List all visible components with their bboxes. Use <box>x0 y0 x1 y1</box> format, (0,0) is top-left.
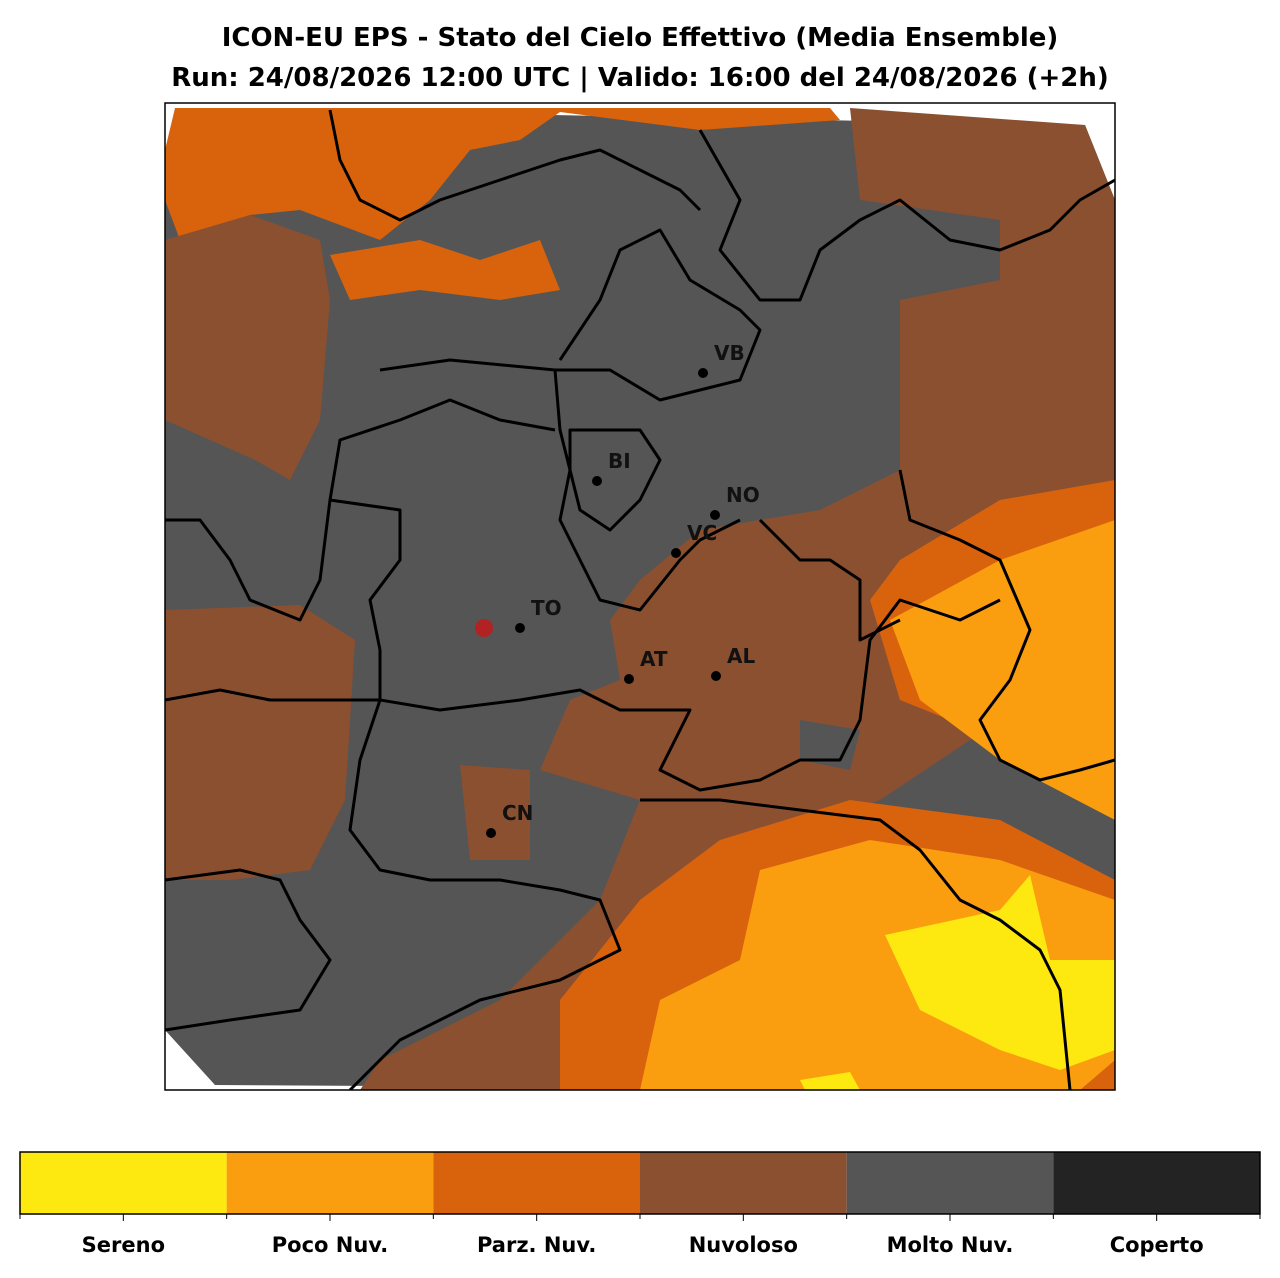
city-label: BI <box>608 449 631 473</box>
city-label: CN <box>502 801 533 825</box>
legend-label: Poco Nuv. <box>272 1233 388 1257</box>
city-label: AT <box>640 647 668 671</box>
cloud-area <box>330 240 560 300</box>
region-border <box>379 358 741 612</box>
city-dot <box>671 548 681 558</box>
map <box>165 108 1115 1090</box>
city-dot <box>624 674 634 684</box>
legend-label: Parz. Nuv. <box>477 1233 596 1257</box>
region-border <box>698 129 1115 302</box>
cloud-area <box>800 720 860 770</box>
subtitle: Run: 24/08/2026 12:00 UTC | Valido: 16:0… <box>171 63 1109 93</box>
city-dot <box>592 476 602 486</box>
cities: VB BI NO VC TO AT AL CN <box>486 341 760 838</box>
map-frame <box>164 102 1116 1091</box>
cloud-area <box>890 520 1115 820</box>
cloud-area <box>360 108 1115 1090</box>
cloud-area <box>165 215 330 480</box>
region-border <box>328 109 702 222</box>
location-marker <box>475 619 493 637</box>
city-label: VB <box>714 341 745 365</box>
cloud-area <box>800 1072 860 1090</box>
cloud-area <box>885 875 1115 1070</box>
title: ICON-EU EPS - Stato del Cielo Effettivo … <box>222 23 1059 53</box>
cloud-area <box>165 108 840 240</box>
legend-frame <box>19 1151 1261 1215</box>
region-border <box>329 498 622 1090</box>
cloud-area <box>165 605 355 880</box>
legend-swatch <box>433 1152 640 1214</box>
legend-swatch <box>1053 1152 1260 1214</box>
legend-label: Coperto <box>1110 1233 1204 1257</box>
city-dot <box>711 671 721 681</box>
region-border <box>379 598 1001 792</box>
legend-label: Molto Nuv. <box>887 1233 1014 1257</box>
city-dot <box>698 368 708 378</box>
city-dot <box>515 623 525 633</box>
legend-swatch <box>226 1152 434 1214</box>
region-border <box>555 228 762 402</box>
region-border <box>640 798 1072 1090</box>
city-label: TO <box>531 596 562 620</box>
city-label: AL <box>727 644 755 668</box>
cloud-area <box>460 765 530 860</box>
legend-swatch <box>846 1152 1054 1214</box>
city-dot <box>710 510 720 520</box>
legend-label: Sereno <box>82 1233 165 1257</box>
legend-swatch <box>640 1152 847 1214</box>
city-label: VC <box>687 521 717 545</box>
legend: Sereno Poco Nuv. Parz. Nuv. Nuvoloso Molto N… <box>19 1151 1261 1257</box>
city-label: NO <box>726 483 760 507</box>
legend-label: Nuvoloso <box>689 1233 798 1257</box>
cloud-area <box>780 200 1000 470</box>
region-border <box>568 428 662 532</box>
region-border <box>758 469 1115 782</box>
region-border <box>165 688 380 1032</box>
region-border <box>165 398 556 622</box>
city-dot <box>486 828 496 838</box>
legend-swatch <box>20 1152 227 1214</box>
